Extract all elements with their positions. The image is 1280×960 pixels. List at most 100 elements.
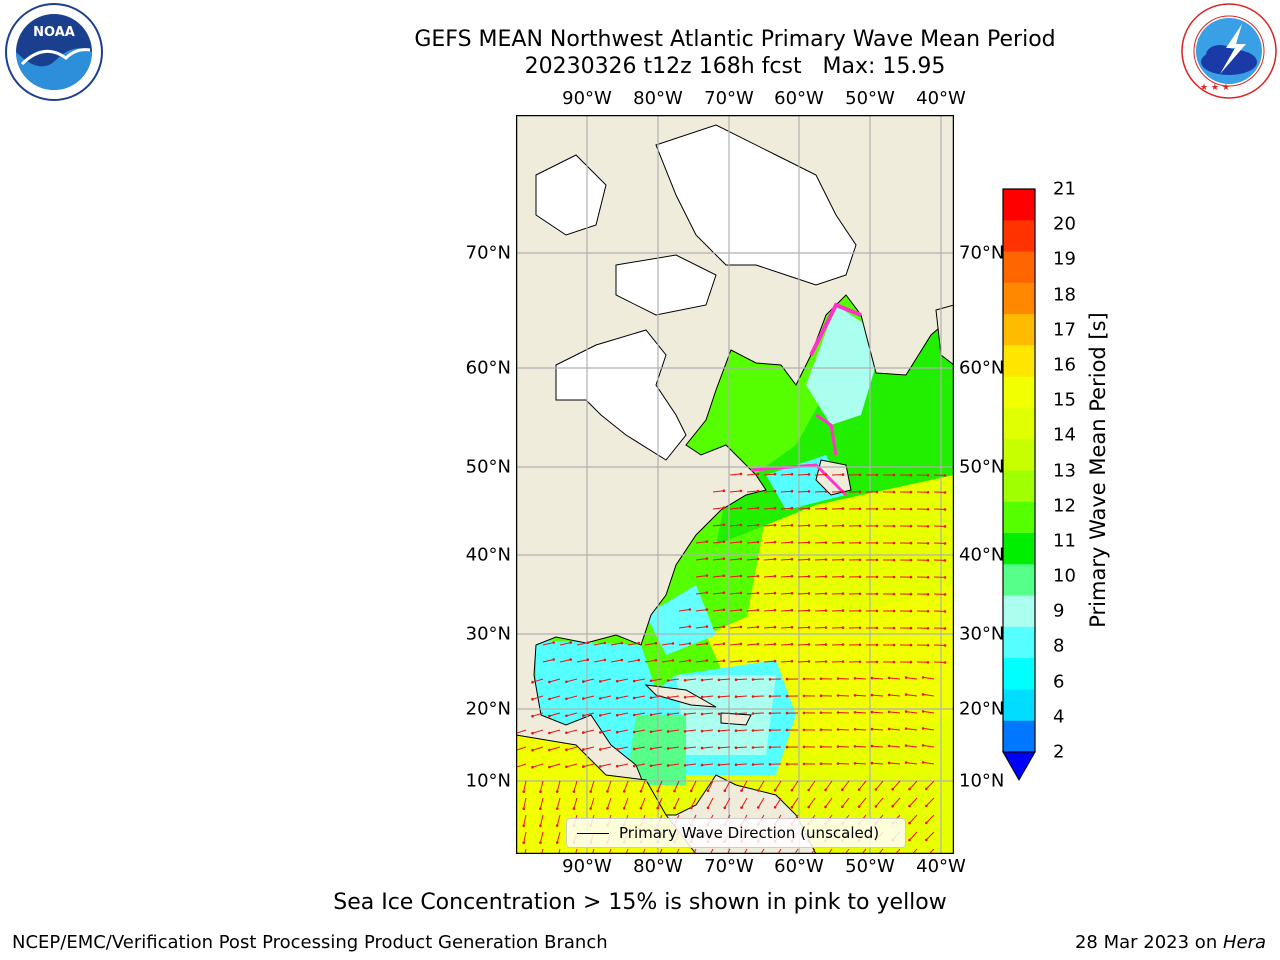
footer-org: NCEP/EMC/Verification Post Processing Pr…	[12, 932, 608, 953]
wave-arrow	[556, 831, 561, 843]
wave-arrow-head	[887, 761, 891, 765]
lon-label: 50°W	[845, 856, 895, 877]
wave-arrow	[909, 814, 918, 824]
wave-arrow-head	[790, 574, 794, 578]
wave-arrow-head	[751, 695, 755, 698]
wave-arrow-head	[531, 697, 534, 701]
wave-arrow	[923, 761, 935, 765]
wave-arrow-head	[790, 659, 794, 663]
wave-arrow	[644, 642, 656, 646]
wave-arrow-head	[824, 558, 828, 561]
wave-arrow-head	[531, 680, 534, 684]
wave-arrow	[906, 677, 918, 680]
wave-arrow-head	[656, 789, 659, 793]
wave-arrow-head	[773, 642, 777, 646]
wave-arrow	[763, 592, 776, 595]
wave-arrow-head	[926, 593, 930, 596]
wave-arrow-head	[926, 627, 930, 630]
wave-arrow-head	[875, 558, 879, 562]
wave-arrow-head	[722, 574, 726, 577]
wave-arrow	[858, 780, 867, 790]
wave-arrow	[661, 659, 673, 663]
wave-arrow-head	[870, 761, 874, 765]
wave-arrow	[549, 678, 561, 683]
wave-arrow-head	[751, 729, 755, 732]
wave-arrow-head	[853, 677, 857, 680]
wave-arrow-head	[649, 764, 653, 768]
wave-arrow	[690, 797, 697, 809]
wave-arrow-head	[599, 680, 602, 683]
colorbar-block	[1003, 533, 1035, 565]
wave-arrow-head	[768, 729, 772, 732]
wave-arrow	[814, 644, 827, 646]
wave-arrow-head	[700, 695, 704, 699]
wave-arrow-head	[870, 676, 874, 680]
colorbar-tick-label: 8	[1053, 635, 1065, 657]
wave-arrow	[712, 609, 724, 612]
wave-arrow-head	[841, 643, 845, 646]
wave-arrow-head	[722, 642, 726, 645]
wave-arrow-head	[841, 805, 844, 808]
wave-arrow-head	[858, 592, 862, 596]
wave-arrow-head	[739, 659, 743, 663]
wave-arrow	[634, 729, 646, 733]
wave-arrow	[780, 558, 793, 561]
wave-arrow	[606, 780, 612, 792]
wave-arrow-head	[599, 697, 602, 700]
wave-arrow	[532, 695, 544, 700]
wave-arrow	[523, 797, 527, 809]
wave-arrow	[763, 558, 776, 561]
wave-arrow-head	[739, 472, 743, 476]
wave-arrow	[741, 797, 748, 808]
wave-arrow-head	[548, 714, 551, 718]
wave-arrow-head	[926, 491, 930, 494]
wave-arrow-head	[548, 680, 551, 684]
wave-arrow	[724, 797, 731, 808]
wave-arrow	[617, 712, 629, 716]
wave-arrow	[566, 763, 578, 768]
wave-arrow-head	[589, 807, 592, 810]
lon-label: 60°W	[774, 856, 824, 877]
wave-arrow	[593, 642, 605, 646]
colorbar-tick-label: 2	[1053, 741, 1065, 763]
wave-arrow	[729, 524, 741, 527]
wave-arrow	[556, 780, 561, 792]
wave-arrow-head	[688, 659, 692, 662]
wave-arrow-head	[582, 680, 585, 683]
wave-arrow-head	[756, 557, 760, 561]
wave-arrow	[668, 729, 680, 732]
wave-arrow-head	[632, 696, 636, 700]
wave-arrow-head	[802, 745, 806, 749]
wave-arrow	[729, 592, 741, 595]
wave-arrow	[746, 473, 759, 476]
wave-arrow-head	[790, 506, 794, 510]
wave-arrow-head	[739, 540, 743, 544]
wave-arrow-head	[734, 729, 738, 732]
wave-arrow-head	[773, 557, 777, 561]
wave-arrow	[735, 729, 748, 732]
wave-arrow	[757, 780, 765, 791]
colorbar-block	[1003, 626, 1035, 659]
wave-arrow	[746, 541, 759, 544]
lon-label: 70°W	[704, 88, 754, 109]
wave-arrow	[797, 473, 810, 476]
wave-arrow	[780, 643, 793, 646]
wave-arrow-head	[734, 678, 738, 681]
wave-arrow	[625, 848, 629, 854]
wave-arrow	[729, 558, 741, 561]
wave-arrow-head	[565, 697, 568, 701]
wave-arrow	[600, 746, 612, 750]
colorbar-tick-label: 20	[1053, 213, 1076, 235]
lon-label: 90°W	[562, 88, 612, 109]
wave-arrow-head	[921, 676, 925, 679]
wave-arrow	[634, 712, 646, 716]
wave-arrow-head	[654, 641, 658, 645]
wave-arrow	[583, 763, 595, 768]
wave-arrow	[763, 473, 776, 476]
wave-arrow	[735, 746, 748, 749]
wave-arrow-head	[689, 789, 693, 793]
wave-arrow	[566, 712, 578, 717]
wave-arrow	[729, 660, 741, 663]
wave-arrow-head	[622, 807, 626, 810]
wave-arrow	[774, 780, 782, 791]
